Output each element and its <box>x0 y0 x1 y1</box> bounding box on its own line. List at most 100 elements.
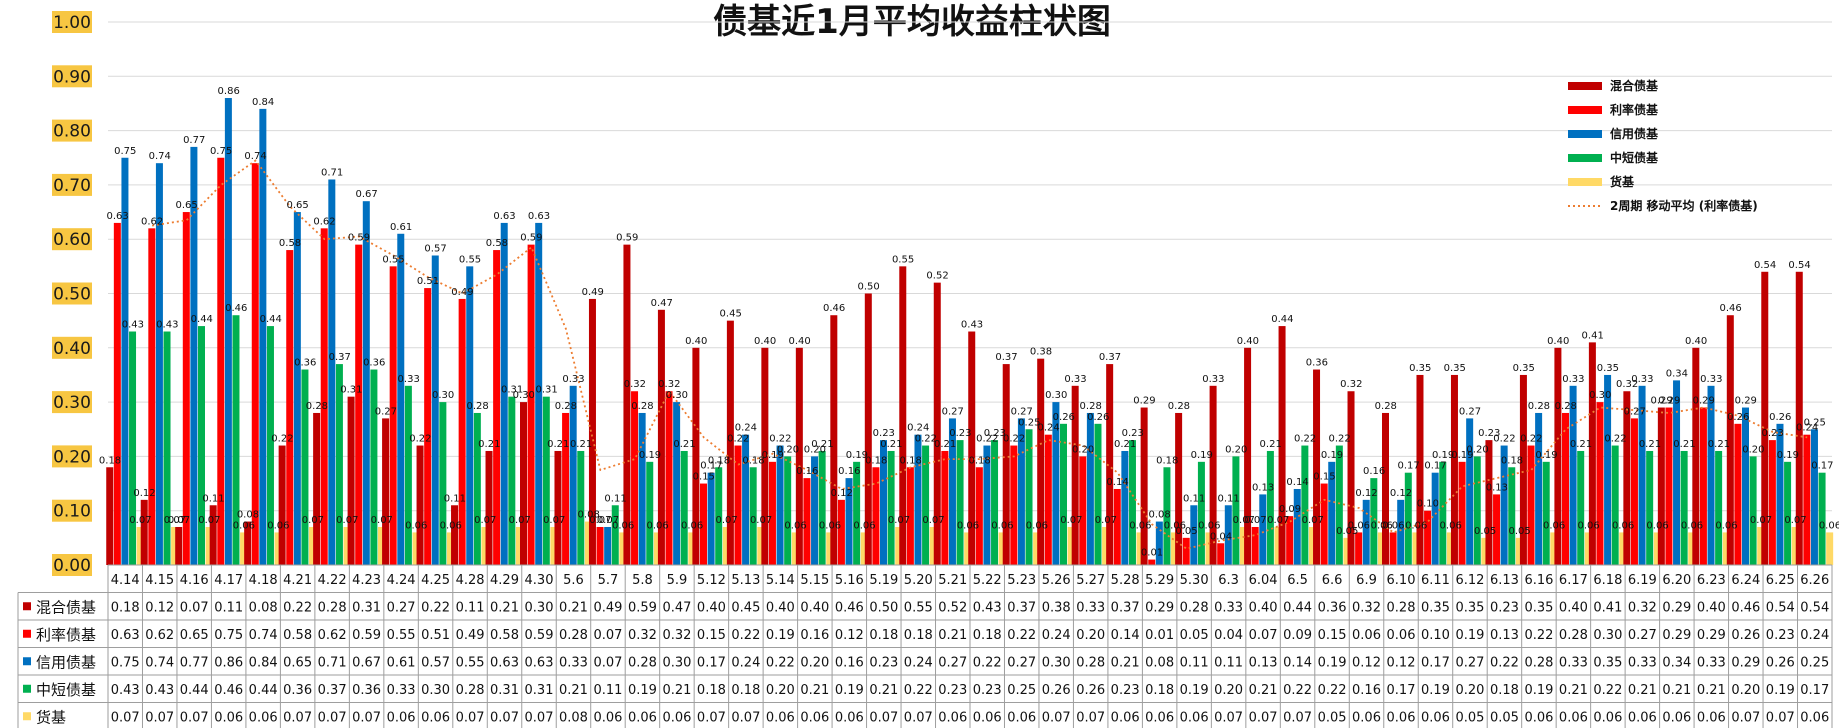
bar <box>1002 364 1010 565</box>
bar <box>1623 391 1631 565</box>
data-label: 0.49 <box>451 287 473 298</box>
table-cell: 0.06 <box>973 710 1002 725</box>
x-category-label: 4.28 <box>456 573 485 588</box>
data-label: 0.55 <box>892 254 914 265</box>
data-label: 0.40 <box>1547 336 1569 347</box>
bar <box>1473 456 1481 565</box>
table-cell: 0.07 <box>145 710 174 725</box>
x-category-label: 5.6 <box>563 573 584 588</box>
bar <box>722 526 730 565</box>
data-label: 0.19 <box>1777 450 1799 461</box>
data-label: 0.34 <box>1666 368 1688 379</box>
data-label: 0.24 <box>735 423 757 434</box>
table-cell: 0.19 <box>766 628 795 643</box>
bar <box>948 418 956 565</box>
data-label: 0.06 <box>1164 520 1186 531</box>
bar <box>588 298 596 565</box>
data-label: 0.30 <box>1045 390 1067 401</box>
y-tick-label: 0.10 <box>53 502 91 522</box>
bar <box>1493 494 1501 565</box>
table-cell: 0.26 <box>1731 628 1760 643</box>
data-label: 0.27 <box>1011 406 1033 417</box>
table-cell: 0.22 <box>731 628 760 643</box>
table-cell: 0.04 <box>1214 628 1243 643</box>
table-cell: 0.06 <box>214 710 243 725</box>
data-label: 0.35 <box>1513 363 1535 374</box>
data-label: 0.05 <box>1336 526 1358 537</box>
bar <box>1722 532 1730 565</box>
bar <box>742 434 750 565</box>
data-label: 0.07 <box>597 515 619 526</box>
x-category-label: 5.7 <box>598 573 619 588</box>
data-label: 0.25 <box>1804 417 1826 428</box>
table-cell: 0.06 <box>766 710 795 725</box>
data-label: 0.62 <box>313 216 335 227</box>
table-cell: 0.40 <box>697 600 726 615</box>
data-label: 0.18 <box>742 455 764 466</box>
x-category-label: 4.22 <box>318 573 347 588</box>
bar <box>1692 347 1700 565</box>
bar <box>1377 532 1385 565</box>
data-label: 0.23 <box>1122 428 1144 439</box>
bar <box>508 396 516 565</box>
bar <box>1389 532 1397 565</box>
table-cell: 0.19 <box>1318 655 1347 670</box>
data-label: 0.17 <box>1424 461 1446 472</box>
table-row-label: 货基 <box>36 708 66 726</box>
table-cell: 0.33 <box>1628 655 1657 670</box>
bar <box>864 293 872 565</box>
data-label: 0.06 <box>1577 520 1599 531</box>
data-label: 0.07 <box>1784 515 1806 526</box>
bar <box>397 233 405 565</box>
data-label: 0.29 <box>1651 396 1673 407</box>
table-cell: 0.62 <box>145 628 174 643</box>
table-cell: 0.06 <box>662 710 691 725</box>
data-label: 0.29 <box>1735 396 1757 407</box>
data-label: 0.07 <box>129 515 151 526</box>
bar <box>1343 537 1351 565</box>
data-label: 0.06 <box>233 520 255 531</box>
bar <box>347 396 355 565</box>
data-label: 0.31 <box>501 385 523 396</box>
data-label: 0.04 <box>1210 531 1232 542</box>
table-cell: 0.06 <box>593 710 622 725</box>
data-label: 0.44 <box>1271 314 1293 325</box>
table-cell: 0.07 <box>731 710 760 725</box>
bar <box>205 526 213 565</box>
data-label: 0.06 <box>647 520 669 531</box>
data-label: 0.84 <box>252 97 274 108</box>
table-cell: 0.29 <box>1697 628 1726 643</box>
bar <box>198 326 205 565</box>
data-label: 0.20 <box>777 444 799 455</box>
data-label: 0.32 <box>658 379 680 390</box>
data-label: 0.26 <box>1727 412 1749 423</box>
x-category-label: 5.28 <box>1111 573 1140 588</box>
data-label: 0.19 <box>762 450 784 461</box>
bar <box>1569 385 1577 565</box>
table-cell: 0.33 <box>1697 655 1726 670</box>
bar <box>715 467 723 565</box>
bar <box>140 499 148 565</box>
table-cell: 0.26 <box>1042 683 1071 698</box>
bar <box>493 250 501 565</box>
x-category-label: 4.21 <box>283 573 312 588</box>
bar <box>983 445 991 565</box>
data-label: 0.28 <box>1168 401 1190 412</box>
bar <box>596 526 604 565</box>
bar <box>1619 532 1627 565</box>
bar <box>1136 532 1144 565</box>
bar <box>1508 467 1516 565</box>
table-cell: 0.57 <box>421 655 450 670</box>
data-label: 0.11 <box>1217 493 1239 504</box>
bar <box>1431 472 1439 565</box>
data-label: 0.22 <box>271 434 293 445</box>
bar <box>1584 532 1592 565</box>
bar <box>623 244 631 565</box>
table-cell: 0.40 <box>1559 600 1588 615</box>
table-cell: 0.07 <box>456 710 485 725</box>
table-cell: 0.55 <box>904 600 933 615</box>
y-tick-highlight <box>52 11 92 33</box>
data-label: 0.07 <box>888 515 910 526</box>
data-label: 0.45 <box>720 309 742 320</box>
